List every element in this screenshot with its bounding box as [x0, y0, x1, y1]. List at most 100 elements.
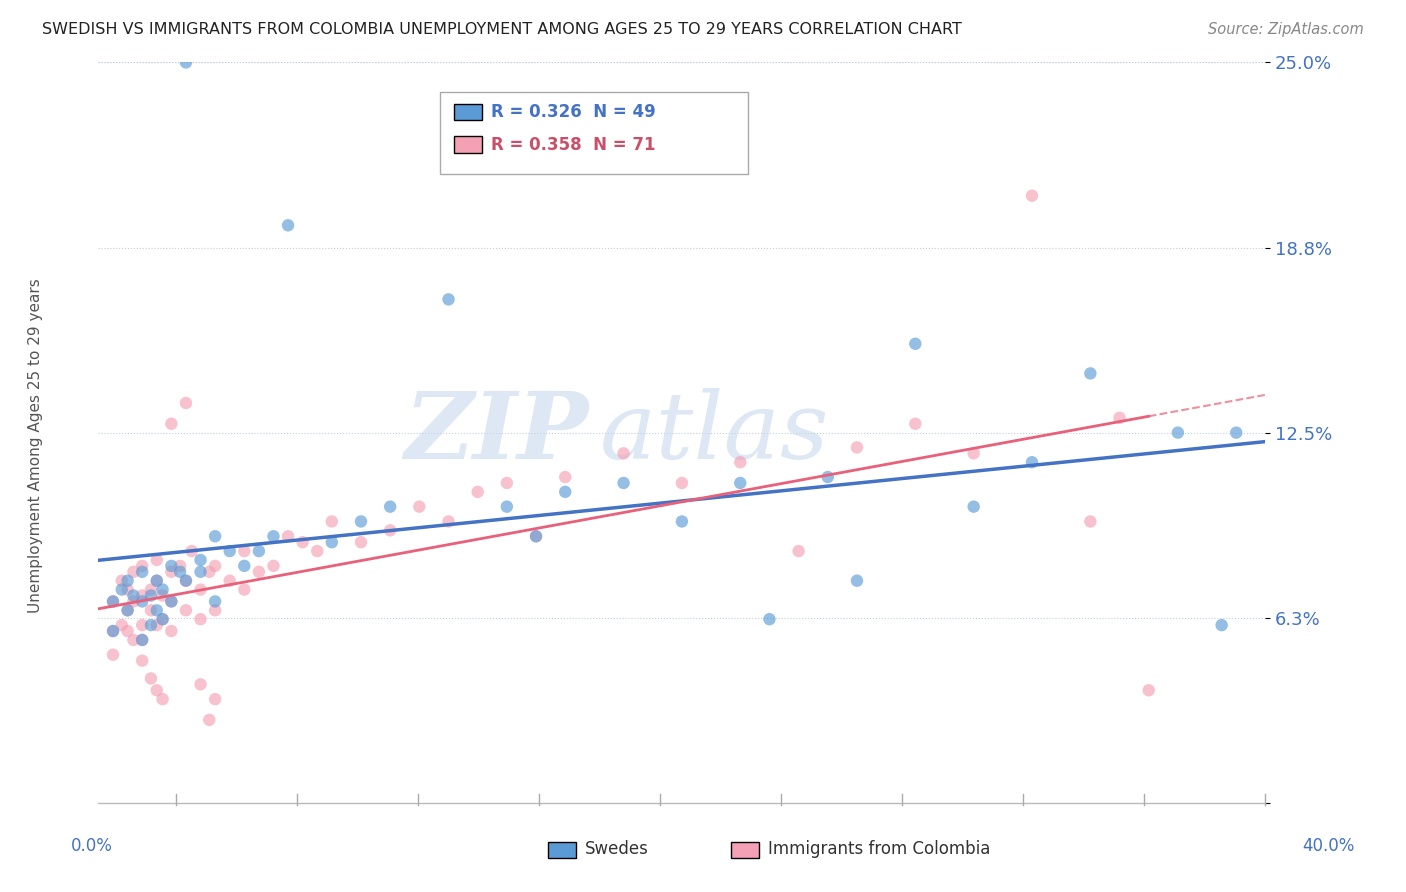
Point — [190, 553, 212, 567]
Point — [190, 612, 212, 626]
Point — [122, 632, 145, 647]
Point — [350, 515, 373, 529]
Point — [169, 565, 191, 579]
Text: Swedes: Swedes — [585, 840, 648, 858]
Point — [152, 612, 174, 626]
Point — [160, 558, 183, 573]
Point — [904, 417, 927, 431]
Text: Unemployment Among Ages 25 to 29 years: Unemployment Among Ages 25 to 29 years — [28, 278, 42, 614]
Point — [380, 500, 402, 514]
Text: atlas: atlas — [600, 388, 830, 477]
Point — [233, 558, 256, 573]
Point — [101, 648, 124, 662]
Point — [554, 484, 576, 499]
Point — [131, 589, 153, 603]
Point — [1137, 683, 1160, 698]
Point — [180, 544, 202, 558]
Point — [146, 574, 169, 588]
Point — [262, 529, 284, 543]
Point — [612, 446, 634, 460]
Point — [139, 618, 162, 632]
Point — [117, 574, 139, 588]
Point — [198, 713, 221, 727]
Point — [152, 589, 174, 603]
Point — [817, 470, 839, 484]
Point — [131, 632, 153, 647]
Point — [262, 558, 284, 573]
Point — [131, 632, 153, 647]
Text: R = 0.358  N = 71: R = 0.358 N = 71 — [491, 136, 655, 153]
Point — [671, 515, 693, 529]
Point — [291, 535, 314, 549]
Point — [131, 618, 153, 632]
Point — [1080, 515, 1102, 529]
Point — [1108, 410, 1130, 425]
Point — [117, 603, 139, 617]
Point — [554, 470, 576, 484]
Point — [1211, 618, 1233, 632]
Point — [174, 574, 197, 588]
Point — [117, 624, 139, 638]
Point — [204, 529, 226, 543]
Text: ZIP: ZIP — [405, 388, 589, 477]
Point — [321, 515, 343, 529]
Point — [122, 594, 145, 608]
Point — [146, 683, 169, 698]
Point — [496, 475, 519, 490]
Point — [146, 553, 169, 567]
Point — [524, 529, 547, 543]
Point — [160, 624, 183, 638]
Point — [198, 565, 221, 579]
Point — [117, 582, 139, 597]
Point — [437, 293, 460, 307]
Point — [307, 544, 329, 558]
Point — [160, 594, 183, 608]
Point — [496, 500, 519, 514]
Point — [204, 692, 226, 706]
Point — [139, 603, 162, 617]
Point — [174, 603, 197, 617]
Point — [1080, 367, 1102, 381]
Point — [350, 535, 373, 549]
Point — [131, 558, 153, 573]
Text: 40.0%: 40.0% — [1302, 837, 1355, 855]
Point — [321, 535, 343, 549]
Point — [204, 558, 226, 573]
Text: R = 0.326  N = 49: R = 0.326 N = 49 — [491, 103, 655, 121]
Point — [380, 524, 402, 538]
Point — [139, 582, 162, 597]
Point — [146, 618, 169, 632]
Point — [612, 475, 634, 490]
Point — [758, 612, 780, 626]
Point — [467, 484, 489, 499]
Point — [1021, 188, 1043, 202]
Point — [408, 500, 430, 514]
Point — [117, 603, 139, 617]
Point — [204, 594, 226, 608]
Point — [131, 594, 153, 608]
Point — [437, 515, 460, 529]
Point — [1167, 425, 1189, 440]
Point — [160, 417, 183, 431]
Text: Source: ZipAtlas.com: Source: ZipAtlas.com — [1208, 22, 1364, 37]
Point — [190, 565, 212, 579]
Point — [152, 582, 174, 597]
Text: SWEDISH VS IMMIGRANTS FROM COLOMBIA UNEMPLOYMENT AMONG AGES 25 TO 29 YEARS CORRE: SWEDISH VS IMMIGRANTS FROM COLOMBIA UNEM… — [42, 22, 962, 37]
Point — [160, 594, 183, 608]
Point — [962, 500, 984, 514]
Point — [131, 654, 153, 668]
Point — [277, 529, 299, 543]
Point — [101, 594, 124, 608]
Point — [122, 565, 145, 579]
Point — [146, 574, 169, 588]
Text: Immigrants from Colombia: Immigrants from Colombia — [768, 840, 990, 858]
Point — [101, 594, 124, 608]
Point — [152, 612, 174, 626]
Point — [247, 544, 270, 558]
Point — [218, 544, 240, 558]
Point — [1021, 455, 1043, 469]
Point — [247, 565, 270, 579]
Point — [671, 475, 693, 490]
Point — [962, 446, 984, 460]
Point — [846, 441, 869, 455]
